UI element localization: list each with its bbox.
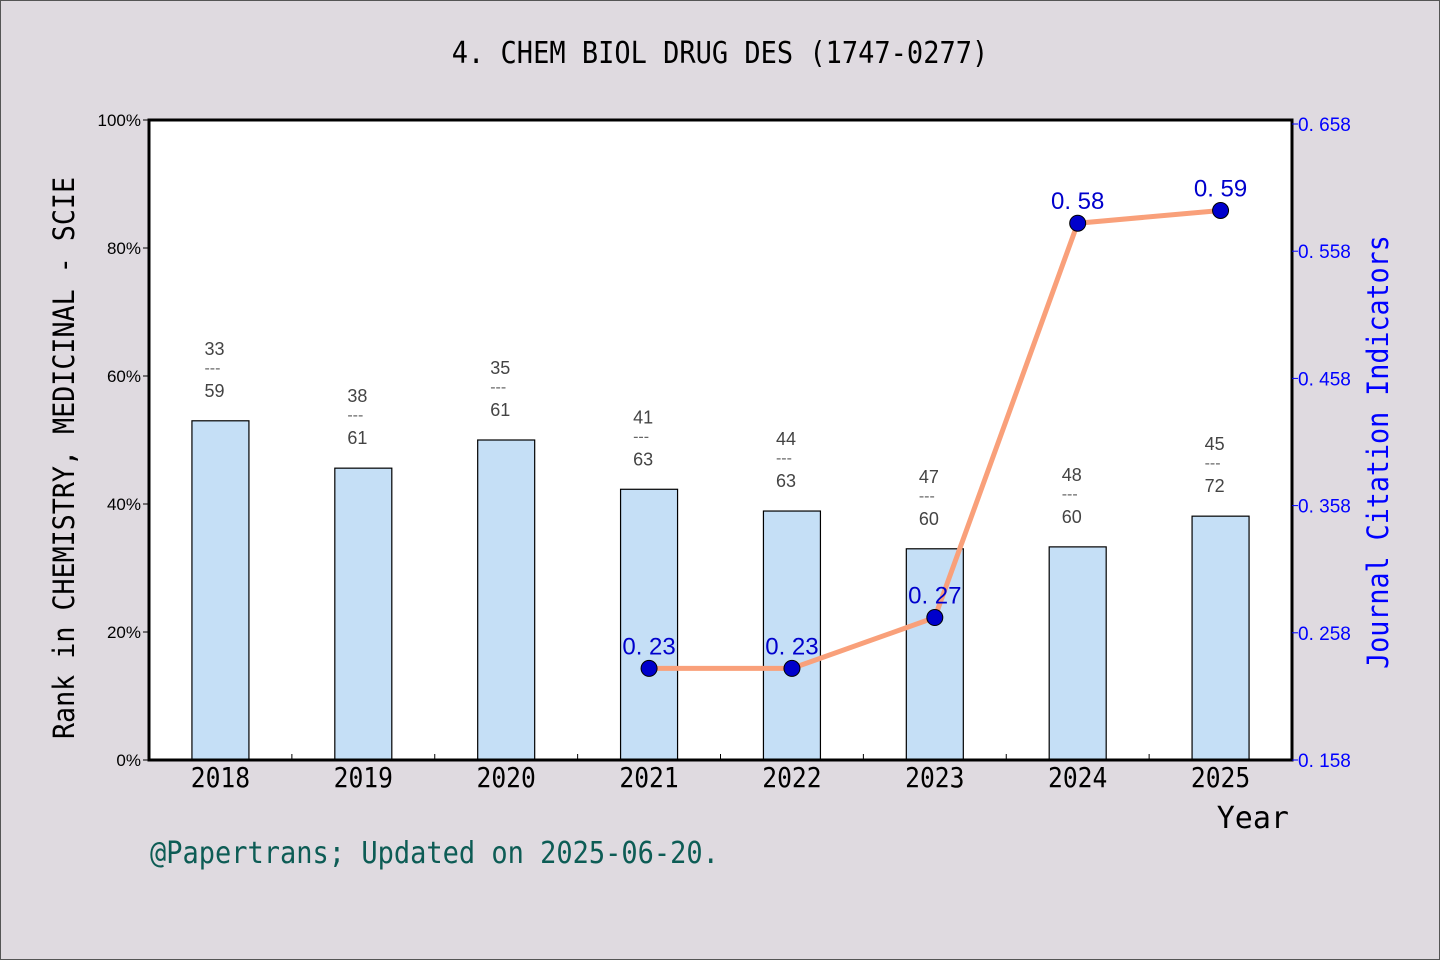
left-axis-title: Rank in CHEMISTRY, MEDICINAL - SCIE [47,177,81,739]
jci-marker [1069,214,1087,232]
credit-text: @Papertrans; Updated on 2025-06-20. [150,836,719,871]
x-tick-label: 2021 [619,763,678,795]
rank-bar [477,439,536,761]
right-axis-title: Journal Citation Indicators [1361,235,1395,669]
right-tick-label: 0. 458 [1298,369,1351,390]
rank-bar [191,420,250,761]
rank-bar [1048,546,1107,761]
x-tick-label: 2023 [905,763,964,795]
right-tick-label: 0. 658 [1298,115,1351,136]
rank-divider: --- [347,407,363,424]
x-tick-label: 2018 [191,763,250,795]
jci-value-label: 0. 58 [1051,188,1104,215]
rank-divider: --- [1205,455,1221,472]
rank-divider: --- [204,360,220,377]
jci-marker [926,609,944,627]
total-label: 61 [490,400,510,420]
rank-bar [762,510,822,761]
x-tick-label: 2024 [1048,763,1107,795]
rank-label: 48 [1062,465,1082,485]
jci-value-label: 0. 59 [1194,175,1247,202]
jci-marker [1212,201,1230,219]
rank-bar [619,488,679,761]
total-label: 60 [919,509,939,529]
rank-bar [334,467,393,761]
rank-divider: --- [490,379,506,396]
left-tick-label: 40% [107,495,141,514]
rank-label: 45 [1205,434,1225,454]
rank-bar [1191,515,1250,761]
total-label: 60 [1062,507,1082,527]
total-label: 59 [204,381,224,401]
rank-label: 35 [490,358,510,378]
right-tick-label: 0. 358 [1298,497,1351,518]
left-tick-label: 80% [107,239,141,258]
rank-divider: --- [1062,486,1078,503]
right-tick-label: 0. 258 [1298,624,1351,645]
rank-label: 38 [347,386,367,406]
x-tick-label: 2019 [334,763,393,795]
x-tick-label: 2025 [1191,763,1250,795]
x-tick-label: 2022 [762,763,821,795]
total-label: 63 [776,471,796,491]
rank-divider: --- [776,450,792,467]
rank-divider: --- [919,488,935,505]
total-label: 63 [633,449,653,469]
jci-value-label: 0. 23 [765,633,818,660]
right-tick-label: 0. 158 [1298,751,1351,772]
total-label: 72 [1205,476,1225,496]
x-axis-title: Year [1217,801,1289,836]
right-tick-label: 0. 558 [1298,242,1351,263]
left-tick-label: 100% [98,111,141,130]
total-label: 61 [347,428,367,448]
left-tick-label: 20% [107,623,141,642]
rank-label: 33 [204,339,224,359]
x-tick-label: 2020 [477,763,536,795]
rank-label: 41 [633,407,653,427]
rank-label: 44 [776,429,796,449]
left-tick-label: 60% [107,367,141,386]
plot-area [149,120,1292,760]
rank-divider: --- [633,428,649,445]
chart-title: 4. CHEM BIOL DRUG DES (1747-0277) [451,36,989,71]
left-tick-label: 0% [116,751,141,770]
jci-marker [640,659,658,677]
jci-value-label: 0. 27 [908,583,961,610]
rank-label: 47 [919,467,939,487]
rank-bar [905,548,964,761]
jci-value-label: 0. 23 [622,633,675,660]
jci-marker [783,659,801,677]
